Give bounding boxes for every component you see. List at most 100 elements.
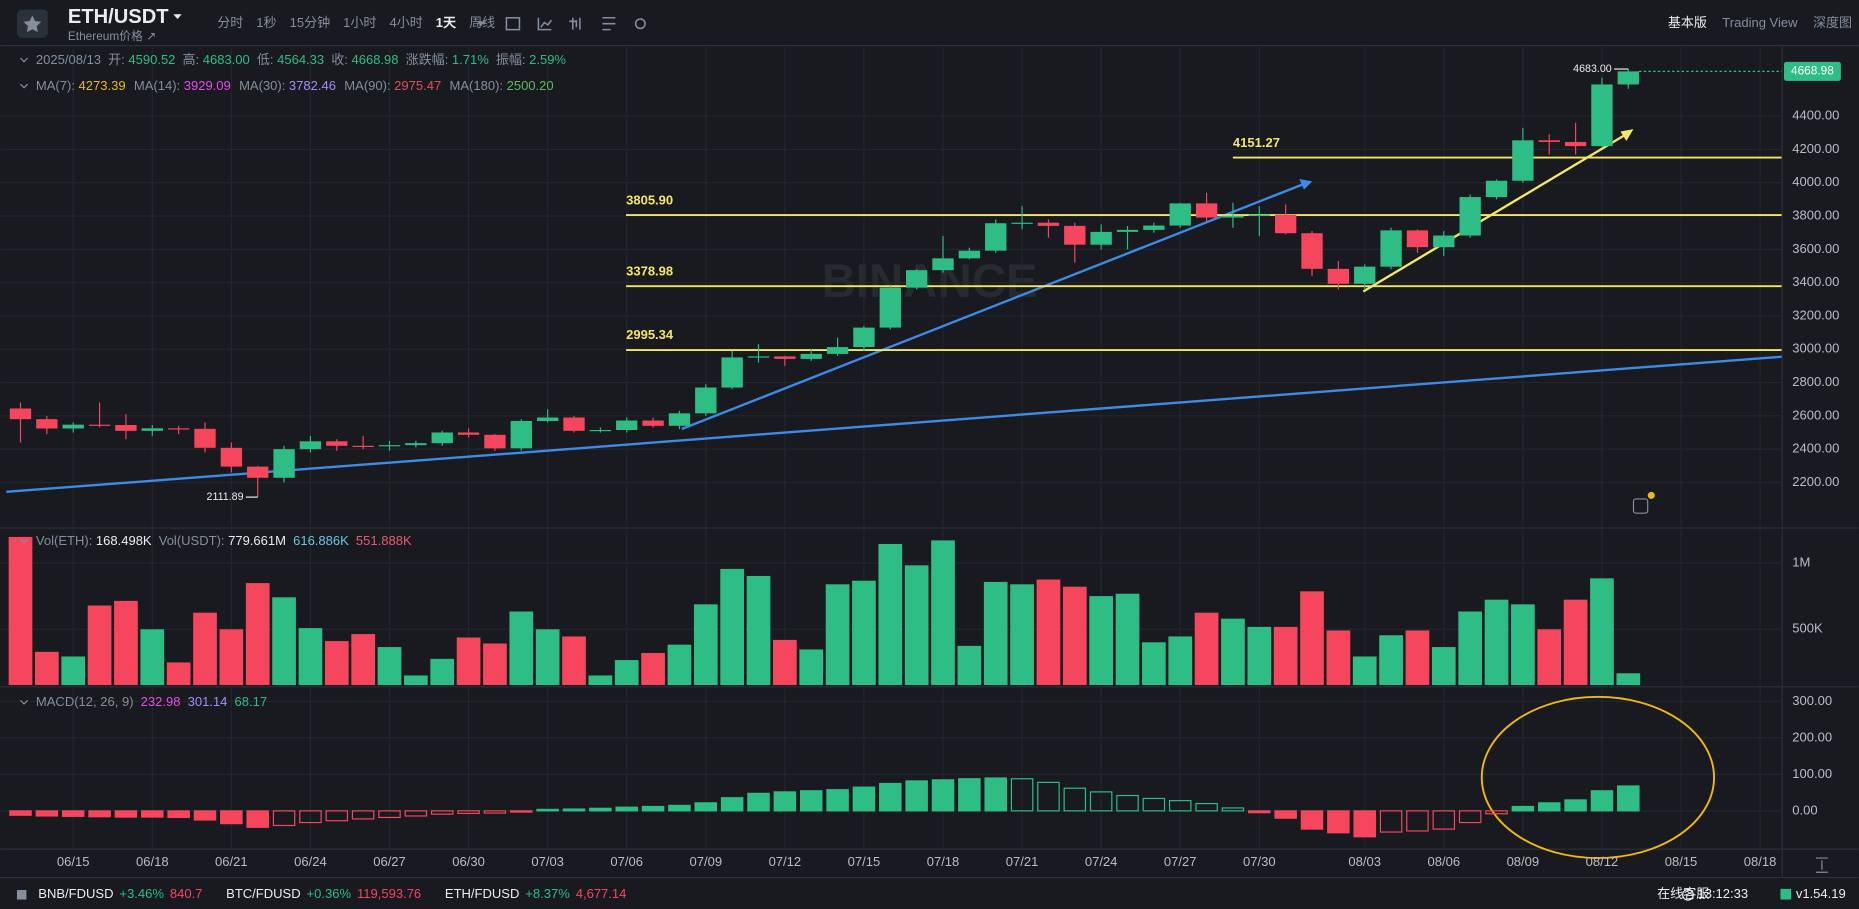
volume-bar — [1379, 635, 1403, 686]
macd-bar — [246, 810, 269, 828]
trend-arrow[interactable] — [681, 181, 1308, 431]
interval-button[interactable]: 4小时 — [389, 15, 422, 30]
view-button[interactable]: 深度图 — [1813, 15, 1852, 30]
macd-bar — [483, 810, 507, 814]
candle-body — [800, 353, 822, 359]
symbol-subtitle[interactable]: Ethereum价格 ↗ — [68, 29, 156, 43]
icon-indicator[interactable] — [537, 17, 553, 31]
candle-body — [378, 445, 401, 447]
candle-body — [1090, 231, 1112, 245]
macd-bar — [193, 810, 217, 821]
interval-button[interactable]: 分时 — [217, 15, 243, 30]
macd-bar — [404, 810, 428, 817]
macd-title: MACD(12, 26, 9) — [36, 694, 134, 709]
volume-bar — [588, 675, 613, 686]
interval-button[interactable]: 1天 — [436, 15, 457, 30]
candle-body — [879, 287, 901, 328]
volume-legend-label: Vol(ETH): — [36, 533, 92, 548]
trend-arrow[interactable] — [1362, 131, 1630, 293]
macd-bar — [1221, 807, 1245, 812]
macd-bar — [430, 810, 454, 815]
watermark: BINANCE — [822, 255, 1038, 308]
ma-value: 3929.09 — [184, 78, 231, 93]
status-icon — [1780, 888, 1792, 900]
y-tick-label: 2600.00 — [1792, 407, 1839, 422]
macd-bar — [510, 810, 533, 813]
volume-legend-value: 551.888K — [356, 533, 412, 548]
interval-button[interactable]: 15分钟 — [290, 15, 331, 30]
macd-bar — [35, 810, 59, 817]
axis-settings-icon[interactable] — [1815, 857, 1828, 873]
info-value: 2.59% — [529, 52, 566, 67]
alert-dot — [1647, 491, 1655, 499]
volume-bar — [746, 575, 771, 686]
view-button[interactable]: 基本版 — [1668, 15, 1707, 30]
candle-body — [589, 429, 612, 432]
symbol-dropdown[interactable] — [173, 14, 182, 19]
volume-bar — [1616, 673, 1641, 686]
x-tick-label: 06/24 — [294, 854, 327, 869]
macd-bar — [1379, 810, 1403, 833]
macd-bar — [958, 778, 981, 812]
price-level-label: 4151.27 — [1233, 135, 1280, 150]
icon-chart-type[interactable] — [569, 17, 581, 30]
info-label: 涨跌幅: — [406, 52, 449, 67]
volume-bar — [456, 637, 481, 686]
y-tick-label: 3800.00 — [1792, 207, 1839, 222]
y-tick-label: 3200.00 — [1792, 307, 1839, 322]
ticker-symbol[interactable]: BNB/FDUSD — [38, 886, 113, 901]
candle-body — [1327, 268, 1350, 284]
x-tick-label: 08/09 — [1507, 854, 1540, 869]
macd-bar — [1300, 810, 1324, 830]
collapse-toggle[interactable] — [20, 538, 29, 544]
interval-button[interactable]: 1秒 — [256, 15, 276, 30]
clock-icon — [1682, 888, 1694, 901]
y-tick-label: 0.00 — [1792, 802, 1817, 817]
ticker-symbol[interactable]: BTC/FDUSD — [226, 886, 300, 901]
view-button[interactable]: Trading View — [1722, 15, 1798, 30]
macd-bar — [905, 780, 928, 812]
interval-dropdown[interactable] — [476, 21, 486, 27]
icon-layout[interactable] — [505, 17, 521, 31]
candle-body — [905, 270, 928, 288]
volume-bar — [324, 641, 349, 686]
macd-bar — [589, 807, 612, 812]
ticker-symbol[interactable]: ETH/FDUSD — [445, 886, 519, 901]
x-tick-label: 07/21 — [1006, 854, 1039, 869]
icon-settings[interactable] — [634, 18, 646, 30]
ticker-icon — [16, 890, 27, 900]
collapse-toggle[interactable] — [20, 57, 29, 63]
price-level-label: 3378.98 — [626, 263, 673, 278]
y-tick-label: 3600.00 — [1792, 241, 1839, 256]
candle-body — [932, 258, 954, 271]
interval-button[interactable]: 周线 — [469, 15, 495, 30]
clock: 13:12:33 — [1697, 886, 1748, 901]
collapse-toggle[interactable] — [20, 699, 29, 705]
high-label: 4683.00 — [1573, 63, 1612, 75]
highlight-ellipse[interactable] — [1480, 695, 1716, 859]
x-tick-label: 06/27 — [373, 854, 406, 869]
collapse-toggle[interactable] — [20, 83, 29, 89]
volume-bar — [773, 639, 797, 686]
symbol[interactable]: ETH/USDT — [68, 6, 169, 28]
ma-value: 2500.20 — [507, 78, 554, 93]
volume-bar — [1352, 656, 1377, 686]
volume-bar — [693, 604, 718, 686]
candle-body — [1591, 84, 1613, 147]
trend-line[interactable] — [6, 355, 1782, 494]
macd-bar — [9, 810, 32, 816]
macd-bar — [694, 802, 718, 812]
volume-bar — [614, 660, 639, 686]
info-date: 2025/08/13 — [36, 52, 101, 67]
alert-icon[interactable] — [1632, 498, 1649, 514]
support-link[interactable]: 在线客服 — [1657, 886, 1709, 901]
macd-bar — [799, 790, 823, 812]
candle-body — [1617, 71, 1639, 85]
volume-bar — [825, 584, 850, 686]
macd-bar — [984, 777, 1007, 812]
volume-bar — [404, 675, 428, 686]
interval-button[interactable]: 1小时 — [343, 15, 376, 30]
volume-bar — [1458, 611, 1483, 686]
icon-tools[interactable] — [602, 17, 616, 31]
candle-body — [1143, 225, 1165, 230]
